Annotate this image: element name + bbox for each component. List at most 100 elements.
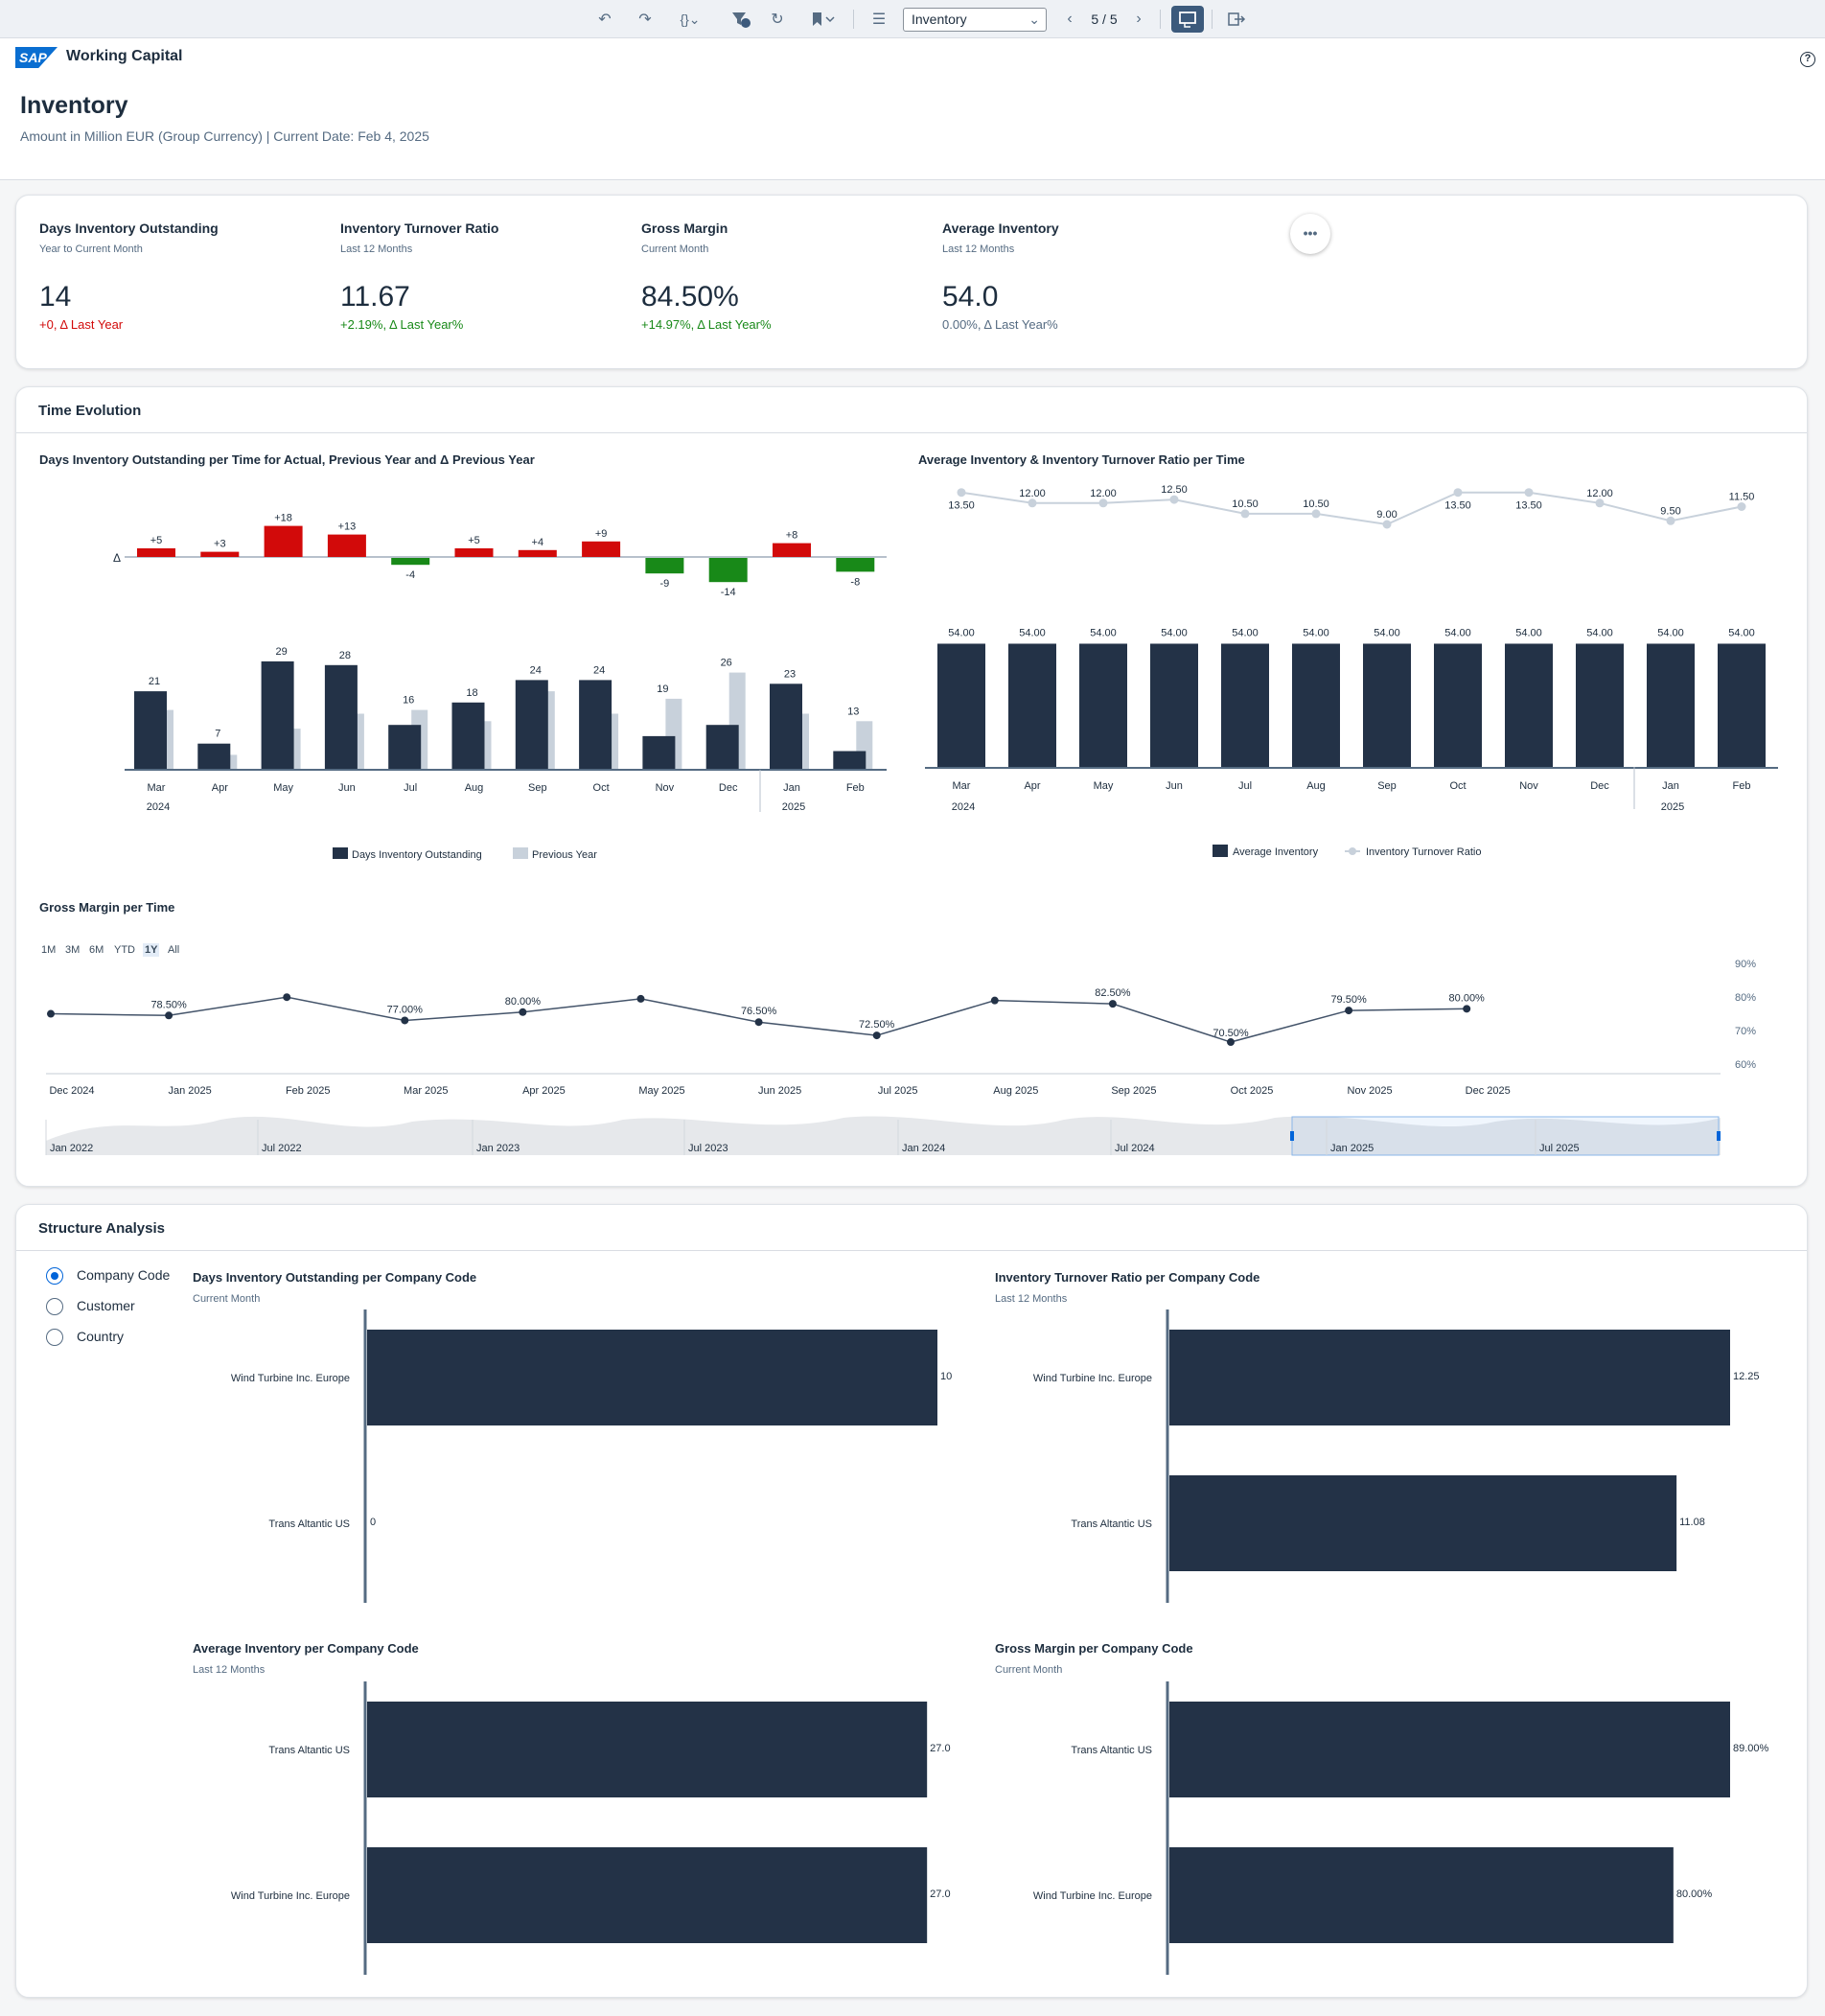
radio-country[interactable] xyxy=(46,1329,63,1346)
radio-customer[interactable] xyxy=(46,1298,63,1315)
kpi-title: Inventory Turnover Ratio xyxy=(340,220,499,236)
average-inventory-bar xyxy=(1505,643,1553,767)
x-tick-label: May xyxy=(273,782,293,794)
page-select-value: Inventory xyxy=(912,12,967,27)
time-evolution-card xyxy=(15,386,1808,1187)
turnover-ratio-label: 10.50 xyxy=(1232,498,1259,510)
dio-company-chart-title: Days Inventory Outstanding per Company C… xyxy=(193,1270,477,1285)
radio-label-country: Country xyxy=(77,1329,125,1344)
delta-label: +4 xyxy=(532,537,544,548)
list-icon[interactable]: ☰ xyxy=(871,12,887,28)
company-label: Wind Turbine Inc. Europe xyxy=(1033,1890,1152,1902)
kpi-delta: +14.97%, Δ Last Year% xyxy=(641,317,772,332)
gross-margin-label: 77.00% xyxy=(387,1004,424,1015)
average-inventory-label: 54.00 xyxy=(948,627,975,638)
average-inventory-bar xyxy=(937,643,985,767)
turnover-ratio-label: 12.00 xyxy=(1090,488,1117,499)
turnover-ratio-point xyxy=(1453,488,1463,498)
zoom-button-ytd[interactable]: YTD xyxy=(114,944,135,956)
turnover-ratio-point xyxy=(1028,498,1037,508)
previous-page-icon[interactable]: ‹ xyxy=(1067,11,1073,27)
avg-inventory-company-chart-subtitle: Last 12 Months xyxy=(193,1664,266,1676)
x-tick-label: Dec xyxy=(1590,780,1609,792)
kpi-subtitle: Last 12 Months xyxy=(942,243,1015,255)
gross-margin-label: 79.50% xyxy=(1330,994,1367,1006)
actual-value-label: 28 xyxy=(339,650,351,661)
bar-value-label: 10 xyxy=(940,1371,952,1382)
refresh-icon[interactable]: ↻ xyxy=(771,12,784,28)
average-inventory-bar xyxy=(1718,643,1766,767)
delta-bar xyxy=(836,558,875,572)
gm-company-chart-subtitle: Current Month xyxy=(995,1664,1063,1676)
y-tick-label: 90% xyxy=(1735,959,1756,970)
page-select[interactable]: Inventory ⌄ xyxy=(903,8,1047,32)
page-subtitle: Amount in Million EUR (Group Currency) |… xyxy=(20,128,429,144)
redo-icon[interactable]: ↷ xyxy=(638,12,652,28)
average-inventory-label: 54.00 xyxy=(1515,627,1542,638)
average-inventory-bar xyxy=(1363,643,1411,767)
navigator-tick-label: Jan 2024 xyxy=(902,1143,945,1154)
bar-value-label: 80.00% xyxy=(1676,1889,1713,1900)
turnover-ratio-point xyxy=(957,488,966,498)
x-tick-label: Jan xyxy=(1662,780,1679,792)
gross-margin-point xyxy=(636,994,645,1003)
turnover-ratio-label: 12.50 xyxy=(1161,484,1188,496)
gross-margin-point xyxy=(1463,1005,1471,1013)
legend-swatch-previous-year xyxy=(513,847,528,859)
zoom-button-6m[interactable]: 6M xyxy=(89,944,104,956)
zoom-button-1m[interactable]: 1M xyxy=(41,944,57,956)
radio-company-code[interactable] xyxy=(46,1267,63,1285)
zoom-button-1y[interactable]: 1Y xyxy=(143,943,160,957)
x-tick-label: Dec xyxy=(719,782,738,794)
company-label: Wind Turbine Inc. Europe xyxy=(231,1373,350,1384)
gross-margin-point xyxy=(165,1011,173,1020)
gm-company-chart: Trans Altantic US 89.00% Wind Turbine Inc.… xyxy=(1033,1681,1769,1975)
gross-margin-point xyxy=(1345,1007,1353,1015)
top-toolbar: ↶ ↷ {}⌄ ↻ ☰ Inventory ⌄ ‹ 5 / 5 › xyxy=(0,0,1825,38)
present-button[interactable] xyxy=(1171,6,1204,33)
variables-icon[interactable]: {}⌄ xyxy=(680,11,701,27)
filter-icon[interactable] xyxy=(728,8,753,31)
average-inventory-label: 54.00 xyxy=(1728,627,1755,638)
year-label: 2024 xyxy=(147,801,170,813)
itr-company-chart-title: Inventory Turnover Ratio per Company Cod… xyxy=(995,1270,1260,1285)
toolbar-divider xyxy=(853,10,854,29)
zoom-button-3m[interactable]: 3M xyxy=(65,944,81,956)
company-label: Trans Altantic US xyxy=(1071,1745,1152,1756)
kpi-value: 14 xyxy=(39,281,72,313)
section-divider xyxy=(16,1250,1807,1251)
actual-value-label: 24 xyxy=(593,664,605,676)
actual-bar xyxy=(515,680,548,770)
more-options-button[interactable]: ••• xyxy=(1290,214,1330,254)
company-bar xyxy=(1169,1475,1677,1571)
average-inventory-label: 54.00 xyxy=(1586,627,1613,638)
x-tick-label: Jun 2025 xyxy=(758,1085,801,1097)
gross-margin-point xyxy=(1227,1038,1235,1047)
x-tick-label: Jun xyxy=(338,782,356,794)
average-inventory-label: 54.00 xyxy=(1657,627,1684,638)
gross-margin-label: 78.50% xyxy=(150,999,187,1010)
navigator-tick-label: Jul 2022 xyxy=(262,1143,302,1154)
actual-value-label: 7 xyxy=(215,729,220,740)
actual-value-label: 21 xyxy=(149,676,160,687)
help-icon[interactable]: ? xyxy=(1800,52,1815,67)
next-page-icon[interactable]: › xyxy=(1136,11,1142,27)
turnover-ratio-label: 12.00 xyxy=(1586,488,1613,499)
bookmark-icon[interactable] xyxy=(809,8,838,31)
actual-value-label: 29 xyxy=(275,646,287,658)
sap-logo[interactable]: SAP xyxy=(15,47,58,68)
exit-icon[interactable] xyxy=(1225,8,1248,31)
company-label: Trans Altantic US xyxy=(268,1745,350,1756)
x-tick-label: Feb xyxy=(1733,780,1751,792)
company-bar xyxy=(367,1702,928,1797)
average-inventory-bar xyxy=(1150,643,1198,767)
delta-bar xyxy=(708,558,748,583)
kpi-value: 11.67 xyxy=(340,281,410,313)
actual-value-label: 19 xyxy=(657,684,668,695)
undo-icon[interactable]: ↶ xyxy=(598,12,612,28)
y-tick-label: 70% xyxy=(1735,1026,1756,1037)
turnover-ratio-point xyxy=(1666,516,1675,525)
zoom-button-all[interactable]: All xyxy=(168,944,180,956)
x-tick-label: Jun xyxy=(1166,780,1183,792)
avg-inventory-chart: 13.50 12.00 12.00 12.50 10.50 10.50 9.00 13.50 1… xyxy=(925,484,1778,858)
